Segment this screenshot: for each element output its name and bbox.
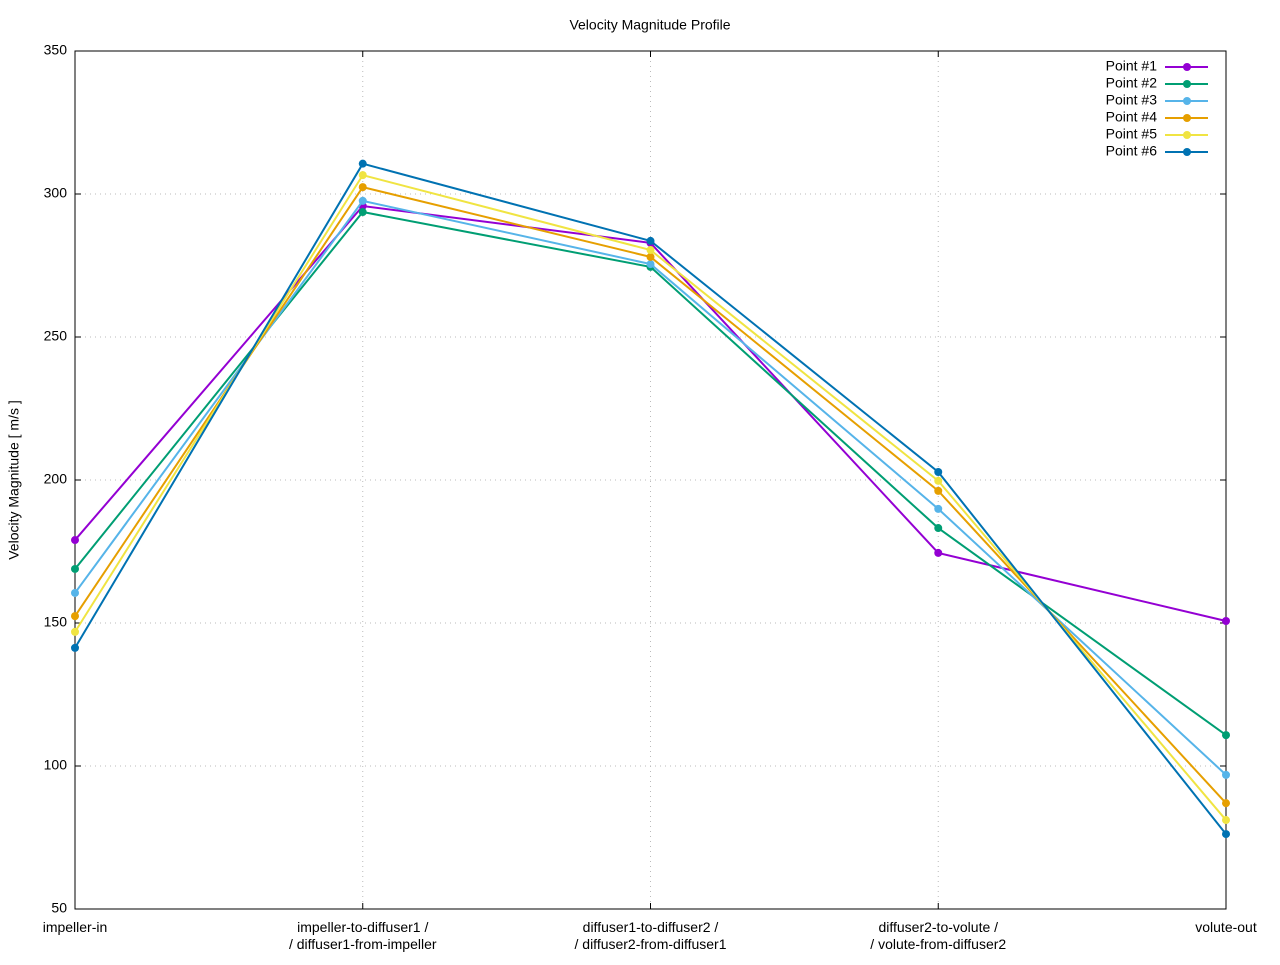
data-point <box>358 208 367 217</box>
x-tick-label: impeller-to-diffuser1 / / diffuser1-from… <box>288 919 437 952</box>
y-tick-label: 200 <box>44 471 68 487</box>
data-point <box>358 183 367 192</box>
data-point <box>646 236 655 245</box>
data-point <box>646 252 655 261</box>
data-point <box>1222 816 1230 825</box>
data-point <box>934 476 943 485</box>
x-tick-label: impeller-in <box>42 919 108 935</box>
data-point <box>1222 799 1230 808</box>
data-point <box>1222 830 1230 839</box>
data-point <box>934 504 943 513</box>
legend-label: Point #1 <box>1106 58 1158 74</box>
y-axis-label: Velocity Magnitude [ m/s ] <box>6 400 22 560</box>
x-tick-label: diffuser2-to-volute / / volute-from-diff… <box>870 919 1007 952</box>
data-point <box>358 196 367 205</box>
data-point <box>1222 616 1230 625</box>
legend-marker <box>1183 148 1191 156</box>
legend-label: Point #6 <box>1106 143 1158 159</box>
data-point <box>358 171 367 180</box>
legend-label: Point #3 <box>1106 92 1158 108</box>
y-tick-label: 100 <box>44 757 68 773</box>
legend-label: Point #4 <box>1106 109 1158 125</box>
y-tick-label: 300 <box>44 185 68 201</box>
data-point <box>71 564 79 573</box>
data-point <box>646 246 655 255</box>
legend-marker <box>1183 131 1191 139</box>
data-point <box>934 548 943 557</box>
data-point <box>71 627 79 636</box>
legend-marker <box>1183 63 1191 71</box>
y-tick-label: 150 <box>44 614 68 630</box>
plot-frame <box>74 50 1227 910</box>
data-point <box>1222 770 1230 779</box>
legend-marker <box>1183 114 1191 122</box>
y-tick-label: 50 <box>51 900 67 916</box>
data-point <box>1222 731 1230 740</box>
y-tick-label: 250 <box>44 328 68 344</box>
y-tick-label: 350 <box>44 42 68 58</box>
data-point <box>646 260 655 269</box>
legend-marker <box>1183 80 1191 88</box>
data-point <box>358 159 367 168</box>
series-line <box>74 185 1227 804</box>
data-point <box>71 536 79 545</box>
data-point <box>934 486 943 495</box>
legend-marker <box>1183 97 1191 105</box>
chart-title: Velocity Magnitude Profile <box>569 17 730 33</box>
data-point <box>71 588 79 597</box>
data-point <box>71 612 79 621</box>
x-tick-label: diffuser1-to-diffuser2 / / diffuser2-fro… <box>574 919 727 952</box>
data-point <box>934 467 943 476</box>
data-point <box>934 524 943 533</box>
legend-label: Point #2 <box>1106 75 1158 91</box>
x-tick-label: volute-out <box>1195 919 1257 935</box>
data-point <box>71 643 79 652</box>
legend-label: Point #5 <box>1106 126 1158 142</box>
